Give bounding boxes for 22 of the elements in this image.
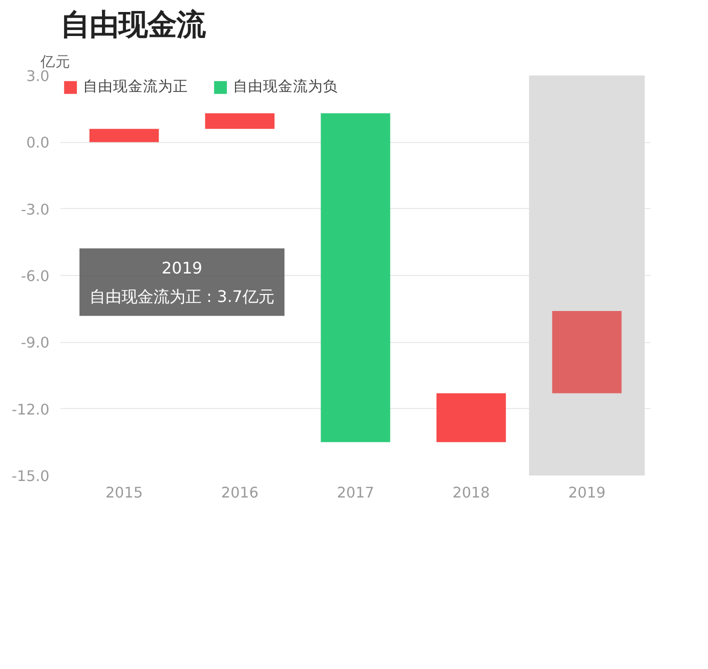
x-tick-label: 2018: [452, 484, 490, 502]
x-tick-label: 2019: [568, 484, 606, 502]
y-axis-title: 亿元: [40, 54, 70, 70]
y-tick-label: -6.0: [20, 268, 50, 285]
bar: [205, 113, 275, 129]
y-tick-label: 3.0: [26, 68, 50, 85]
x-tick-label: 2015: [105, 484, 143, 502]
x-tick-label: 2017: [336, 484, 374, 502]
annotation: 2019 自由现金流为正 : 3.7亿元: [89, 258, 274, 306]
bar: [436, 393, 506, 442]
y-tick-label: -15.0: [12, 468, 50, 485]
legend-label: 自由现金流为正: [83, 77, 188, 96]
y-tick-label: 0.0: [26, 134, 50, 152]
chart-title: 自由现金流: [60, 8, 206, 42]
y-tick-label: -9.0: [20, 334, 50, 352]
y-tick-label: -12.0: [12, 401, 50, 418]
y-tick-label: -3.0: [20, 201, 50, 218]
legend-label: 自由现金流为负: [233, 77, 338, 96]
x-tick-label: 2016: [221, 484, 258, 502]
bar: [552, 311, 622, 394]
bar: [320, 113, 390, 442]
bar: [89, 128, 159, 142]
